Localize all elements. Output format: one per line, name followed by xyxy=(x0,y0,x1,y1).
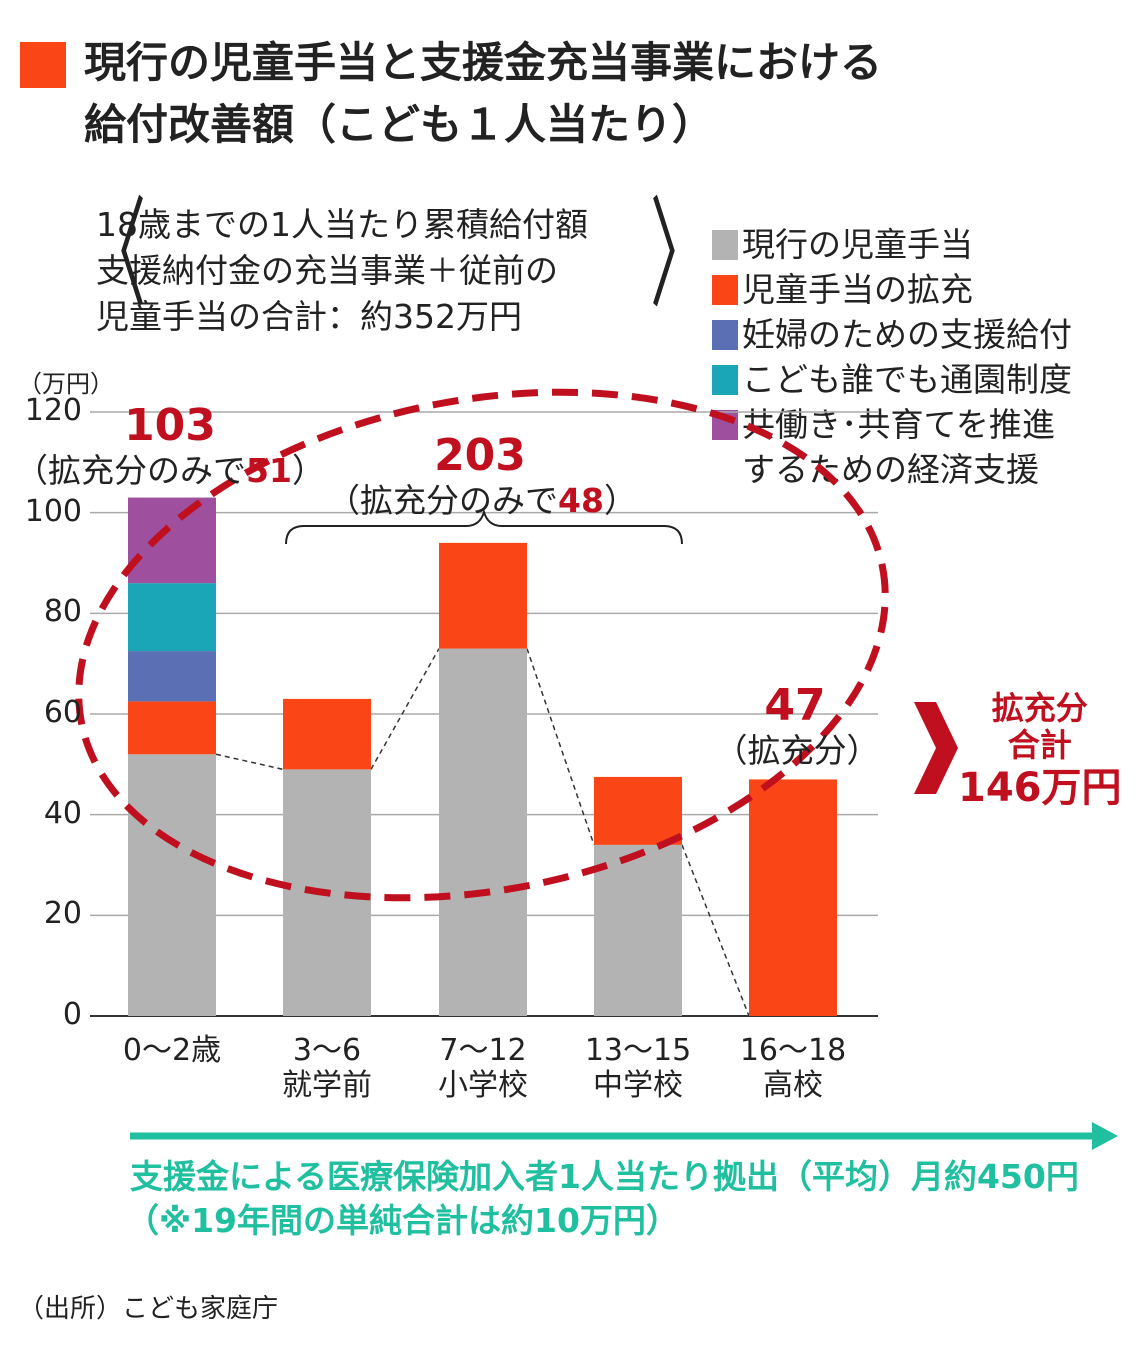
callout-middle-suffix: ） xyxy=(603,481,637,520)
callout-first-suffix: ） xyxy=(291,451,325,490)
x-category-label-line: 小学校 xyxy=(438,1067,528,1103)
note-line-1: 18歳までの1人当たり累積給付額 xyxy=(96,205,588,244)
chart-title-line-2: 給付改善額（こども１人当たり） xyxy=(84,100,715,149)
bar-segment xyxy=(128,701,216,755)
callout-last-number: 47 xyxy=(764,680,826,731)
callout-last-total: 47 xyxy=(730,684,860,728)
note-right-bracket: 〉 xyxy=(650,186,710,325)
legend-label: 共働き･共育てを推進 xyxy=(742,405,1055,444)
y-tick-label: 40 xyxy=(43,795,82,831)
right-arrow xyxy=(914,702,958,794)
bar-segment xyxy=(439,542,527,649)
legend-label: 妊婦のための支援給付 xyxy=(742,315,1072,354)
bar-segment xyxy=(128,651,216,702)
contribution-note-line-2: （※19年間の単純合計は約10万円） xyxy=(126,1201,679,1240)
callout-first-value: 51 xyxy=(246,451,292,490)
callout-last-note: （拡充分） xyxy=(714,731,880,770)
callout-middle-number: 203 xyxy=(434,430,526,481)
x-category-label: 16〜18 高校 xyxy=(708,1033,878,1103)
bar-segment xyxy=(749,779,837,1016)
legend-label: 現行の児童手当 xyxy=(742,225,973,264)
callout-middle-value: 48 xyxy=(558,481,604,520)
x-category-label: 3〜6 就学前 xyxy=(242,1033,412,1103)
y-tick-label: 60 xyxy=(43,695,82,730)
legend-label: こども誰でも通園制度 xyxy=(742,360,1072,399)
y-tick-label: 100 xyxy=(24,493,82,529)
note-line-2: 支援納付金の充当事業＋従前の xyxy=(96,251,558,290)
x-category-label-line: 7〜12 xyxy=(439,1033,527,1068)
expansion-total-value: 146万円 xyxy=(958,764,1122,811)
x-category-label: 13〜15 中学校 xyxy=(553,1033,723,1103)
baseline-connector xyxy=(526,648,595,846)
legend-swatch xyxy=(712,365,738,395)
title-marker xyxy=(20,42,66,88)
x-category-label: 0〜2歳 xyxy=(87,1033,257,1069)
bar-segment xyxy=(439,648,527,1016)
legend-label: するための経済支援 xyxy=(742,450,1039,489)
chart-title-line-1: 現行の児童手当と支援金充当事業における xyxy=(84,38,883,87)
expansion-total-block: 拡充分 合計 146万円 xyxy=(958,690,1122,812)
bar-segment xyxy=(128,497,216,584)
x-category-label: 7〜12 小学校 xyxy=(398,1033,568,1103)
expansion-total-label-1: 拡充分 xyxy=(991,689,1088,727)
expansion-total-label-2: 合計 xyxy=(1007,725,1072,764)
source-note: （出所）こども家庭庁 xyxy=(18,1294,279,1324)
callout-first-number: 103 xyxy=(124,400,216,451)
contribution-note-line-1: 支援金による医療保険加入者1人当たり拠出（平均）月約450円 xyxy=(130,1157,1079,1196)
bar-segment xyxy=(283,698,371,770)
baseline-connector xyxy=(370,648,440,770)
x-category-label-line: 中学校 xyxy=(593,1067,683,1103)
y-tick-label: 0 xyxy=(62,997,82,1032)
bar-segment xyxy=(594,844,682,1016)
callout-first-note: （拡充分のみで51） xyxy=(10,454,330,487)
highlight-ellipse xyxy=(75,388,889,902)
x-category-label-line: 高校 xyxy=(763,1067,823,1103)
x-category-label-line: 16〜18 xyxy=(739,1033,847,1068)
y-tick-label: 80 xyxy=(43,594,82,630)
x-category-label-line: 3〜6 xyxy=(292,1033,362,1068)
note-line-3: 児童手当の合計：約352万円 xyxy=(96,297,522,336)
y-axis-unit-label: （万円） xyxy=(18,370,114,398)
baseline-connector xyxy=(215,753,284,771)
bar-segment xyxy=(128,754,216,1016)
timeline-arrow-head xyxy=(1092,1122,1118,1150)
bar-segment xyxy=(594,776,682,845)
brace xyxy=(285,508,683,545)
callout-first-total: 103 xyxy=(100,404,240,448)
legend-swatch xyxy=(712,275,738,305)
y-tick-label: 20 xyxy=(43,896,82,932)
callout-first-prefix: （拡充分のみで xyxy=(15,451,247,490)
bar-segment xyxy=(128,583,216,652)
callout-middle-prefix: （拡充分のみで xyxy=(327,481,559,520)
legend-label: 児童手当の拡充 xyxy=(742,270,973,309)
legend-swatch xyxy=(712,230,738,260)
x-category-label-line: 13〜15 xyxy=(584,1033,692,1068)
callout-middle-total: 203 xyxy=(410,434,550,478)
x-category-label-line: 就学前 xyxy=(282,1067,372,1103)
callout-middle-note: （拡充分のみで48） xyxy=(322,484,642,517)
y-tick-label: 120 xyxy=(24,393,82,428)
baseline-connector xyxy=(681,844,750,1017)
note-left-bracket: 〈 xyxy=(86,186,146,325)
x-category-label-line: 0〜2歳 xyxy=(122,1033,222,1068)
legend-swatch xyxy=(712,320,738,350)
